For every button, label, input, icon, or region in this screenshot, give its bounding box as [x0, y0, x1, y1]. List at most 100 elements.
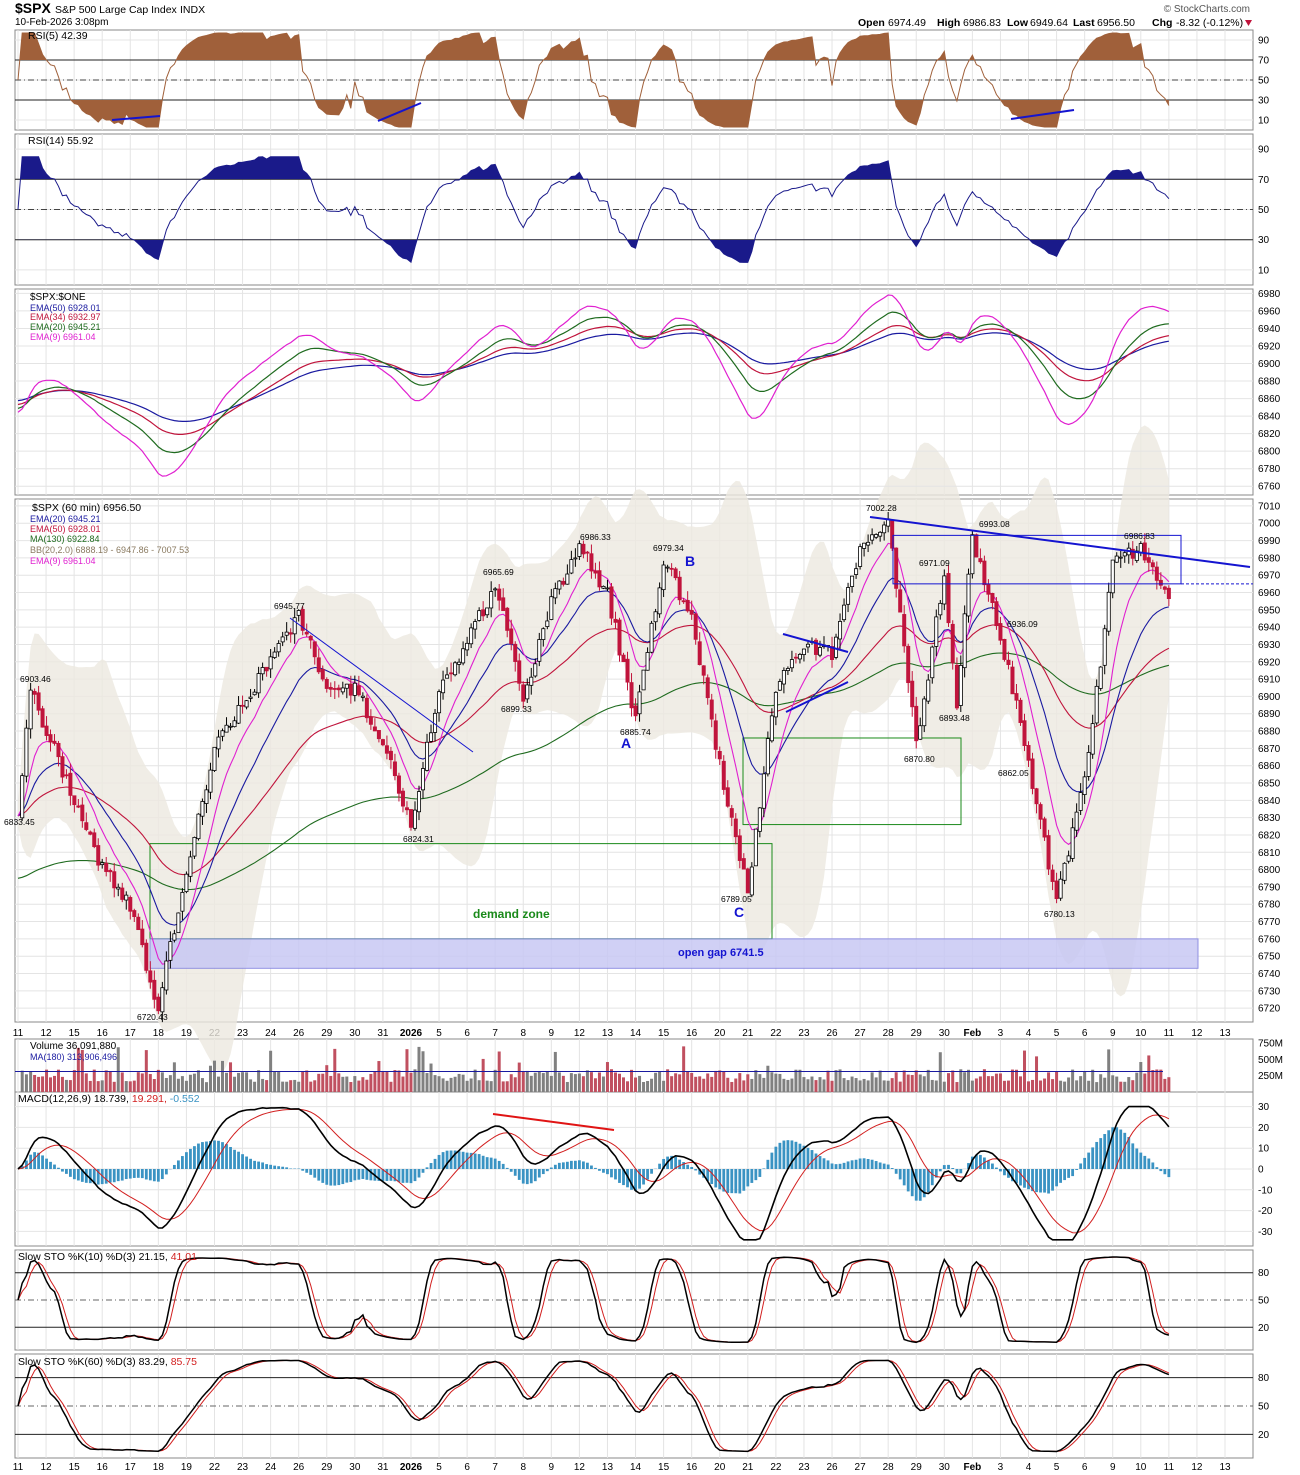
ratio-ema50: [17, 332, 1170, 422]
macd-hist-bar: [914, 1169, 918, 1201]
y-tick-label: 6780: [1258, 464, 1281, 475]
ratio-legend-ema50: EMA(50) 6928.01: [30, 303, 101, 313]
x-tick-label: 8: [520, 1462, 526, 1473]
volume-bar: [493, 1069, 497, 1092]
candle-up: [224, 724, 229, 733]
candle-down: [92, 832, 97, 848]
macd-hist-bar: [277, 1166, 281, 1169]
y-tick-label: 10: [1258, 116, 1270, 127]
volume-bar: [33, 1074, 37, 1092]
volume-bar: [782, 1078, 786, 1092]
x-tick-label: 9: [549, 1462, 555, 1473]
volume-bar: [225, 1072, 229, 1092]
volume-bar: [37, 1076, 41, 1092]
macd-hist-bar: [164, 1169, 168, 1175]
macd-signal-line: [17, 1108, 1170, 1234]
macd-hist-bar: [774, 1146, 778, 1169]
x-tick-label: 26: [293, 1028, 305, 1039]
macd-hist-bar: [1127, 1136, 1131, 1169]
candle-down: [328, 686, 333, 690]
candle-up: [850, 575, 855, 587]
y-tick-label: 7010: [1258, 501, 1281, 512]
volume-bar: [457, 1073, 461, 1092]
volume-bar: [678, 1074, 682, 1092]
y-tick-label: 7000: [1258, 519, 1281, 530]
candle-down: [793, 656, 798, 659]
candle-down: [954, 664, 959, 709]
volume-bar: [156, 1069, 160, 1092]
sto10-label-a: Slow STO %K(10) %D(3) 21.15,: [18, 1251, 168, 1263]
candle-down: [693, 613, 698, 640]
candle-down: [713, 720, 718, 750]
price-label-6824: 6824.31: [403, 834, 434, 844]
volume-bar: [914, 1070, 918, 1092]
macd-hist-bar: [1147, 1158, 1151, 1169]
macd-hist-bar: [229, 1146, 232, 1169]
volume-bar: [529, 1075, 533, 1092]
candle-up: [785, 668, 790, 671]
volume-bar: [321, 1073, 325, 1092]
y-axis-ratio: 6980 6960 6940 6920 6900 6880 6860 6840 6820 6800…: [15, 289, 1281, 493]
macd-hist-bar: [305, 1169, 309, 1173]
volume-bar: [1002, 1080, 1006, 1092]
volume-bar: [754, 1070, 758, 1092]
exchange-name: INDX: [180, 4, 205, 16]
candle-down: [48, 734, 53, 743]
sto10-label-b: 41.01: [168, 1251, 197, 1263]
macd-hist-bar: [754, 1169, 758, 1181]
macd-hist-bar: [598, 1169, 601, 1171]
candle-down: [994, 601, 999, 627]
y-tick-label: 250M: [1258, 1071, 1283, 1082]
macd-hist-bar: [1011, 1169, 1014, 1182]
volume-bar: [910, 1075, 914, 1092]
volume-bar: [1039, 1080, 1043, 1092]
price-label-6903: 6903.46: [20, 674, 51, 684]
volume-bar: [1163, 1078, 1167, 1092]
candle-down: [685, 599, 690, 612]
candle-down: [709, 699, 714, 720]
price-label-6971: 6971.09: [919, 558, 950, 568]
macd-hist-bar: [947, 1164, 950, 1169]
macd-hist-bar: [882, 1163, 886, 1169]
x-tick-label: 13: [1219, 1462, 1231, 1473]
candle-down: [404, 807, 409, 811]
x-tick-label: 3: [998, 1462, 1004, 1473]
volume-bar: [746, 1074, 750, 1092]
macd-hist-bar: [1031, 1169, 1034, 1192]
volume-bar: [377, 1061, 381, 1092]
x-tick-label: 28: [883, 1028, 895, 1039]
candle-up: [453, 662, 458, 676]
macd-hist-bar: [890, 1168, 894, 1169]
volume-bar: [990, 1076, 994, 1092]
candle-up: [204, 789, 209, 804]
volume-bar: [706, 1073, 710, 1092]
x-tick-label: 18: [153, 1462, 165, 1473]
macd-hist-bar: [437, 1154, 441, 1169]
x-tick-label: 7: [492, 1462, 498, 1473]
candle-up: [858, 546, 863, 567]
macd-hist-bar: [493, 1158, 497, 1169]
volume-bar: [353, 1076, 357, 1092]
macd-hist-bar: [999, 1169, 1002, 1172]
volume-bar: [453, 1076, 457, 1092]
macd-hist-bar: [906, 1169, 910, 1192]
candle-up: [416, 791, 421, 813]
macd-hist-bar: [549, 1167, 553, 1169]
candle-down: [64, 774, 69, 777]
candle-down: [621, 654, 626, 663]
macd-hist-bar: [694, 1169, 698, 1171]
candle-up: [1138, 543, 1143, 553]
volume-bar: [858, 1080, 862, 1092]
macd-hist-bar: [1043, 1169, 1046, 1193]
volume-bar: [874, 1077, 878, 1092]
candle-up: [200, 801, 205, 817]
volume-bar: [233, 1076, 237, 1092]
candle-up: [1082, 776, 1087, 795]
candle-up: [1098, 666, 1103, 689]
y-tick-label: 6790: [1258, 882, 1281, 893]
y-tick-label: 6980: [1258, 289, 1281, 300]
x-tick-label: 20: [714, 1462, 726, 1473]
volume-bar: [758, 1074, 762, 1092]
macd-hist-bar: [533, 1169, 537, 1182]
macd-hist-bar: [365, 1169, 369, 1180]
